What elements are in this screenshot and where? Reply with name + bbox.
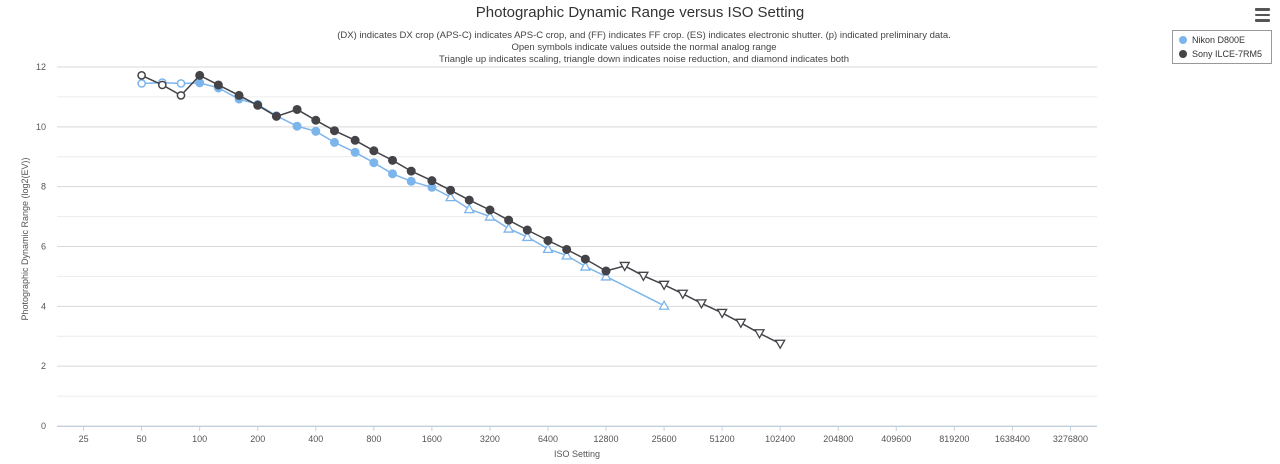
data-point xyxy=(463,203,475,214)
x-tick-label: 100 xyxy=(192,434,207,444)
x-tick-label: 25 xyxy=(79,434,89,444)
x-tick-label: 12800 xyxy=(594,434,619,444)
data-point xyxy=(406,166,416,176)
x-tick-label: 409600 xyxy=(881,434,911,444)
data-point xyxy=(388,155,398,165)
data-point xyxy=(369,146,379,156)
data-point xyxy=(637,271,650,282)
x-tick-label: 50 xyxy=(137,434,147,444)
data-point xyxy=(484,210,496,221)
data-point xyxy=(369,158,379,168)
x-tick-label: 3200 xyxy=(480,434,500,444)
data-point xyxy=(350,147,360,157)
legend-label: Nikon D800E xyxy=(1192,35,1246,45)
x-tick-label: 1638400 xyxy=(995,434,1030,444)
x-tick-label: 102400 xyxy=(765,434,795,444)
data-point xyxy=(271,111,281,121)
data-point xyxy=(311,126,321,136)
x-axis-title: ISO Setting xyxy=(554,449,600,459)
data-point xyxy=(503,222,515,233)
legend-label: Sony ILCE-7RM5 xyxy=(1192,49,1263,59)
data-point xyxy=(176,79,186,88)
data-point xyxy=(253,100,263,110)
data-point xyxy=(427,176,437,186)
y-tick-label: 2 xyxy=(41,361,46,371)
x-tick-label: 51200 xyxy=(710,434,735,444)
data-point xyxy=(195,70,205,80)
data-point xyxy=(311,115,321,125)
data-point xyxy=(329,137,339,147)
subtitle-line: Triangle up indicates scaling, triangle … xyxy=(439,54,849,65)
x-tick-label: 25600 xyxy=(652,434,677,444)
data-point xyxy=(157,80,167,90)
series-sony-ilce-7rm5 xyxy=(137,70,786,350)
x-tick-label: 200 xyxy=(250,434,265,444)
data-point xyxy=(601,266,611,276)
data-point xyxy=(444,191,457,202)
legend-item-nikon-d800e[interactable]: Nikon D800E xyxy=(1179,34,1245,46)
subtitle-line: (DX) indicates DX crop (APS-C) indicates… xyxy=(337,30,951,41)
y-tick-label: 0 xyxy=(41,421,46,431)
data-point xyxy=(716,308,728,319)
data-point xyxy=(561,249,573,260)
x-tick-label: 6400 xyxy=(538,434,558,444)
x-tick-label: 400 xyxy=(308,434,323,444)
data-point xyxy=(388,169,398,179)
data-point xyxy=(329,126,339,136)
data-point xyxy=(213,80,223,90)
subtitle-line: Open symbols indicate values outside the… xyxy=(511,42,777,53)
series-line xyxy=(141,74,781,345)
data-point xyxy=(485,205,495,215)
series-nikon-d800e xyxy=(137,78,670,310)
data-point xyxy=(753,329,766,340)
data-point xyxy=(195,78,205,88)
y-tick-label: 4 xyxy=(41,301,46,311)
x-tick-label: 800 xyxy=(366,434,381,444)
x-tick-label: 819200 xyxy=(939,434,969,444)
data-point xyxy=(464,195,474,205)
y-axis-title: Photographic Dynamic Range (log2(EV)) xyxy=(20,157,30,320)
data-point xyxy=(137,79,146,88)
chart-legend: Nikon D800E Sony ILCE-7RM5 xyxy=(1172,30,1272,64)
x-tick-label: 204800 xyxy=(823,434,853,444)
data-point xyxy=(543,236,553,246)
data-point xyxy=(406,176,416,186)
x-tick-label: 3276800 xyxy=(1053,434,1088,444)
legend-marker-icon xyxy=(1179,50,1187,58)
hamburger-menu-icon[interactable] xyxy=(1255,8,1270,22)
data-point xyxy=(579,260,591,271)
data-point xyxy=(522,225,532,235)
data-point xyxy=(600,270,612,281)
chart-title: Photographic Dynamic Range versus ISO Se… xyxy=(475,4,805,21)
y-tick-label: 6 xyxy=(41,242,46,252)
data-point xyxy=(521,231,533,242)
y-tick-label: 12 xyxy=(36,62,46,72)
data-point xyxy=(292,121,302,131)
legend-marker-icon xyxy=(1179,36,1187,44)
data-point xyxy=(677,289,689,300)
data-point xyxy=(137,71,146,80)
data-point xyxy=(774,339,786,350)
data-point xyxy=(562,244,572,254)
data-point xyxy=(542,243,554,254)
data-point xyxy=(580,254,590,264)
data-point xyxy=(735,318,747,329)
data-point xyxy=(658,280,670,291)
series-line xyxy=(141,81,665,307)
data-point xyxy=(176,91,186,100)
data-point xyxy=(292,104,302,114)
data-point xyxy=(504,215,514,225)
legend-item-sony-ilce-7rm5[interactable]: Sony ILCE-7RM5 xyxy=(1179,48,1262,60)
x-tick-label: 1600 xyxy=(422,434,442,444)
data-point xyxy=(446,185,456,195)
data-point xyxy=(619,261,631,272)
data-point xyxy=(234,90,244,100)
data-point xyxy=(658,299,670,310)
data-point xyxy=(695,299,708,310)
chart-subtitle: (DX) indicates DX crop (APS-C) indicates… xyxy=(0,30,1280,66)
data-point xyxy=(350,135,360,145)
y-tick-label: 8 xyxy=(41,182,46,192)
y-tick-label: 10 xyxy=(36,122,46,132)
